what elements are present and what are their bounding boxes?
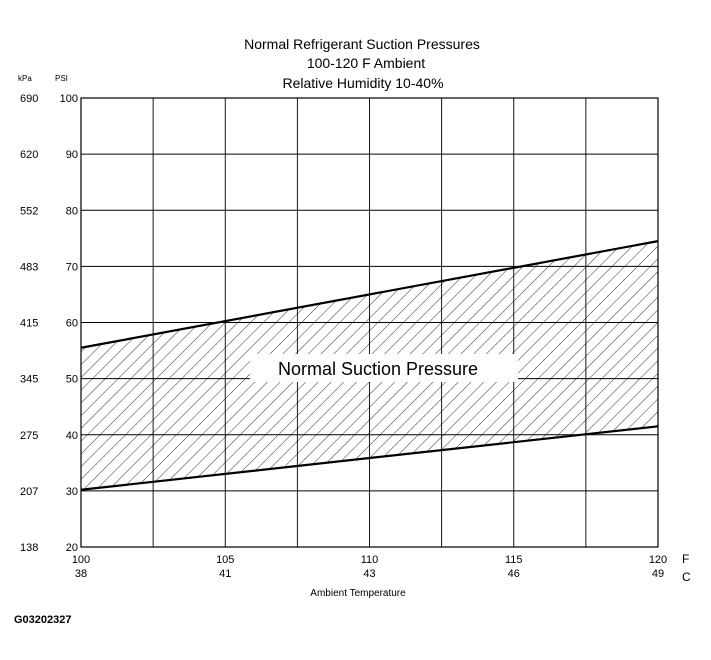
x-tick-c: 49: [652, 568, 664, 580]
y-tick-psi: 70: [66, 261, 78, 273]
x-tick-f: 120: [649, 554, 667, 566]
band-label-bg: [250, 354, 518, 382]
x-tick-f: 115: [505, 554, 523, 566]
figure-id: G03202327: [14, 614, 72, 626]
y-tick-psi: 50: [66, 374, 78, 386]
y-tick-kpa: 138: [20, 542, 38, 554]
y-tick-psi: 30: [66, 486, 78, 498]
y-tick-kpa: 620: [20, 149, 38, 161]
y-unit-kpa: kPa: [18, 74, 32, 83]
x-tick-f: 110: [361, 554, 379, 566]
y-tick-labels: 20 138 30 207 40 275 50 345 60 415 70 483 80 552 90 620…: [20, 93, 78, 554]
y-tick-psi: 40: [66, 430, 78, 442]
y-tick-kpa: 415: [20, 318, 38, 330]
y-tick-psi: 20: [66, 542, 78, 554]
y-tick-psi: 100: [60, 93, 78, 105]
line-layer: [80, 240, 659, 491]
lower-limit-line: [80, 425, 659, 491]
x-unit-c: C: [682, 570, 691, 584]
y-tick-psi: 80: [66, 205, 78, 217]
x-tick-f: 100: [72, 554, 90, 566]
x-tick-f: 105: [216, 554, 234, 566]
x-tick-c: 38: [75, 568, 87, 580]
chart-title-line-2: 100-120 F Ambient: [307, 55, 425, 71]
y-tick-kpa: 275: [20, 430, 38, 442]
band-label: Normal Suction Pressure: [278, 359, 478, 379]
x-tick-c: 46: [508, 568, 520, 580]
x-unit-f: F: [682, 552, 689, 566]
chart-title-line-1: Normal Refrigerant Suction Pressures: [244, 36, 480, 52]
y-tick-kpa: 690: [20, 93, 38, 105]
x-tick-labels: 100 38 105 41 110 43 115 46 120 49: [72, 554, 667, 580]
y-tick-kpa: 345: [20, 374, 38, 386]
chart-title-line-3: Relative Humidity 10-40%: [282, 75, 443, 91]
x-tick-c: 41: [219, 568, 231, 580]
upper-limit-line: [80, 240, 659, 349]
y-tick-kpa: 483: [20, 261, 38, 273]
y-tick-kpa: 552: [20, 205, 38, 217]
x-axis-label: Ambient Temperature: [310, 588, 406, 599]
y-tick-kpa: 207: [20, 486, 38, 498]
x-tick-c: 43: [363, 568, 375, 580]
plot-frame: [80, 97, 659, 548]
y-unit-psi: PSI: [55, 74, 68, 83]
y-tick-psi: 60: [66, 318, 78, 330]
y-tick-psi: 90: [66, 149, 78, 161]
